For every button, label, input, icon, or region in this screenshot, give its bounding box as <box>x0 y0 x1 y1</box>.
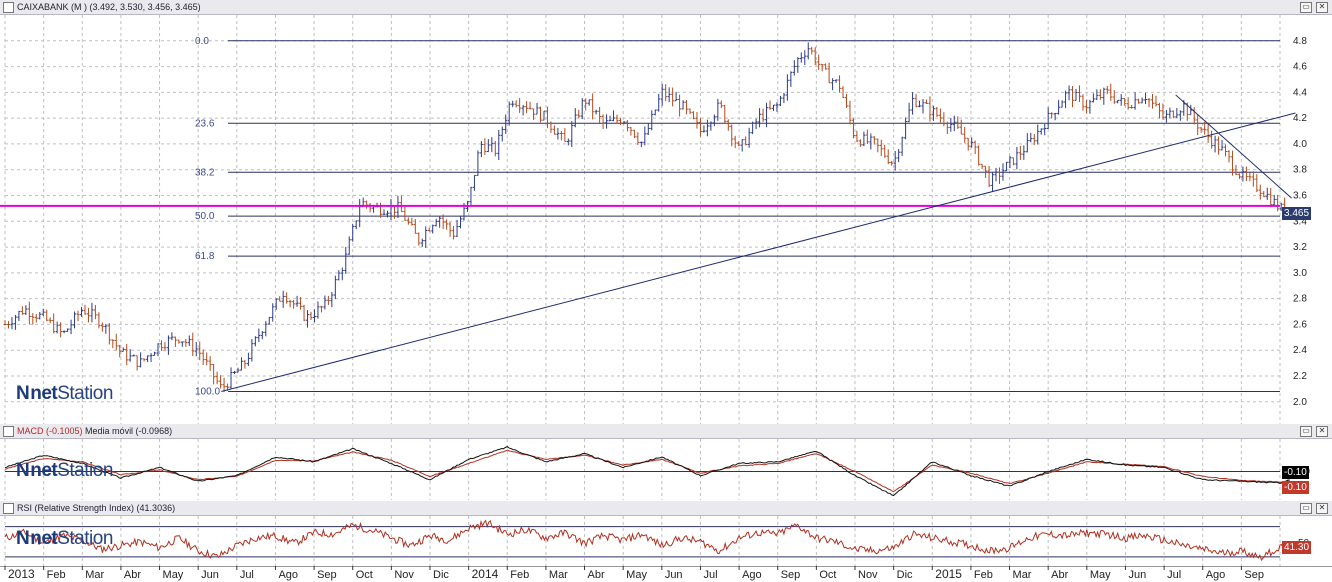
price-axis-label: 2.6 <box>1293 319 1307 330</box>
time-axis-label: Mar <box>85 569 104 581</box>
netstation-logo-rsi: NnetStation <box>16 528 113 549</box>
logo-mark-icon: N <box>16 528 30 549</box>
time-axis-label: Abr <box>1051 569 1068 581</box>
macd-close-button[interactable]: ✕ <box>1316 426 1328 437</box>
macd-panel-header: MACD (-0.1005) Media móvil (-0.0968) ▭ ✕ <box>0 424 1332 439</box>
macd-signal-value-tag: -0.10 <box>1282 481 1309 494</box>
price-axis-label: 4.4 <box>1293 87 1307 98</box>
time-axis-label: Oct <box>356 569 373 581</box>
time-axis-label: 2013 <box>8 567 35 581</box>
price-panel-title: CAIXABANK (M ) (3.492, 3.530, 3.456, 3.4… <box>17 2 201 12</box>
time-axis-label: May <box>163 569 184 581</box>
time-axis-label: Ago <box>742 569 762 581</box>
time-axis-label: Nov <box>394 569 414 581</box>
price-axis-label: 4.6 <box>1293 62 1307 73</box>
macd-value-tag: -0.10 <box>1282 466 1309 479</box>
time-axis-label: Feb <box>47 569 66 581</box>
time-axis-label: Jun <box>201 569 219 581</box>
rsi-title: RSI (Relative Strength Index) (41.3036) <box>17 503 176 513</box>
price-axis-label: 3.6 <box>1293 191 1307 202</box>
price-axis-label: 2.8 <box>1293 294 1307 305</box>
time-axis-label: Mar <box>549 569 568 581</box>
rsi-close-button[interactable]: ✕ <box>1316 503 1328 514</box>
fib-level-label: 0.0 <box>195 36 209 47</box>
price-axis-label: 4.0 <box>1293 139 1307 150</box>
time-axis-label: Dic <box>897 569 913 581</box>
macd-chart[interactable]: 0.0 <box>0 439 1332 500</box>
time-axis: 2013 Feb Mar Abr May Jun Jul Ago Sep Oct Nov Dic 201… <box>0 566 1332 581</box>
time-axis-label: Nov <box>858 569 878 581</box>
last-price-tag: 3.465 <box>1282 206 1312 220</box>
time-axis-label: May <box>626 569 647 581</box>
logo-mark-icon: N <box>16 460 30 481</box>
macd-signal-title: Media móvil (-0.0968) <box>85 426 173 436</box>
time-axis-label: May <box>1090 569 1111 581</box>
panel-collapse-checkbox[interactable] <box>3 2 14 13</box>
time-axis-label: 2015 <box>935 567 962 581</box>
time-axis-label: Jun <box>665 569 683 581</box>
time-axis-label: Jun <box>1128 569 1146 581</box>
fib-level-label: 38.2 <box>195 167 215 178</box>
time-axis-label: Ago <box>1206 569 1226 581</box>
logo-mark-icon: N <box>16 383 30 404</box>
close-panel-button[interactable]: ✕ <box>1316 2 1328 13</box>
time-axis-label: Abr <box>588 569 605 581</box>
price-axis-label: 2.2 <box>1293 371 1307 382</box>
macd-maximize-button[interactable]: ▭ <box>1300 426 1312 437</box>
trend-line <box>221 112 1296 392</box>
time-axis-label: Sep <box>781 569 801 581</box>
macd-line <box>4 446 1290 497</box>
trend-line <box>1175 94 1292 199</box>
time-axis-label: Oct <box>819 569 836 581</box>
time-axis-label: Mar <box>1013 569 1032 581</box>
time-axis-label: Feb <box>510 569 529 581</box>
price-axis-label: 3.4 <box>1293 216 1307 227</box>
time-axis-label: Jul <box>240 569 254 581</box>
price-axis-label: 4.2 <box>1293 113 1307 124</box>
time-axis-label: Feb <box>974 569 993 581</box>
time-axis-label: 2014 <box>472 567 499 581</box>
price-axis-label: 3.0 <box>1293 268 1307 279</box>
rsi-panel-header: RSI (Relative Strength Index) (41.3036) … <box>0 501 1332 516</box>
time-axis-label: Jul <box>703 569 717 581</box>
rsi-value-tag: 41.30 <box>1282 541 1312 554</box>
time-axis-label: Ago <box>278 569 298 581</box>
price-axis-label: 4.8 <box>1293 36 1307 47</box>
price-axis-label: 3.2 <box>1293 242 1307 253</box>
fib-level-label: 23.6 <box>195 118 215 129</box>
fib-level-label: 100.0 <box>195 386 220 397</box>
time-axis-label: Dic <box>433 569 449 581</box>
maximize-panel-button[interactable]: ▭ <box>1300 2 1312 13</box>
price-axis-label: 2.0 <box>1293 397 1307 408</box>
netstation-logo-macd: NnetStation <box>16 460 113 481</box>
macd-title: MACD (-0.1005) <box>17 426 83 436</box>
fib-level-label: 50.0 <box>195 211 215 222</box>
price-axis-label: 3.8 <box>1293 165 1307 176</box>
fib-level-label: 61.8 <box>195 251 215 262</box>
price-chart[interactable]: 4.8 4.6 4.4 4.2 4.0 3.8 3.6 3.4 3.2 3.0 2.8 2.6 2.4 2… <box>0 15 1332 425</box>
time-axis-label: Jul <box>1167 569 1181 581</box>
rsi-maximize-button[interactable]: ▭ <box>1300 503 1312 514</box>
macd-collapse-checkbox[interactable] <box>3 426 14 437</box>
price-axis-label: 2.4 <box>1293 345 1307 356</box>
netstation-logo: NnetStation <box>16 383 113 404</box>
price-panel-header: CAIXABANK (M ) (3.492, 3.530, 3.456, 3.4… <box>0 0 1332 15</box>
time-axis-label: Abr <box>124 569 141 581</box>
time-axis-label: Sep <box>317 569 337 581</box>
rsi-collapse-checkbox[interactable] <box>3 503 14 514</box>
time-axis-label: Sep <box>1244 569 1264 581</box>
rsi-line <box>4 519 1292 562</box>
rsi-chart[interactable]: 50 <box>0 516 1332 566</box>
